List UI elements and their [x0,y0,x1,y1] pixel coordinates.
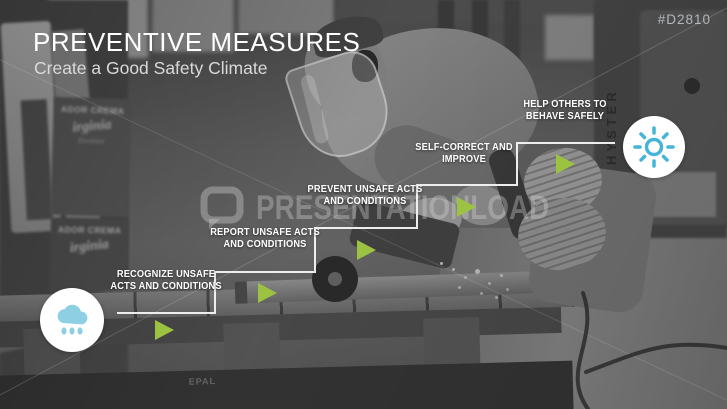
step-label-report: REPORT UNSAFE ACTS AND CONDITIONS [190,226,340,250]
sun-icon [633,126,675,168]
step-label-line: AND CONDITIONS [223,237,307,250]
step-label-line: IMPROVE [442,152,486,165]
step-label-line: RECOGNIZE UNSAFE [116,268,216,280]
step-label-prevent: PREVENT UNSAFE ACTS AND CONDITIONS [290,183,440,207]
step-label-line: AND CONDITIONS [323,194,407,207]
step-label-line: PREVENT UNSAFE ACTS [307,183,423,195]
step-label-line: SELF-CORRECT AND [415,141,513,153]
step-label-line: HELP OTHERS TO [523,98,607,110]
step-label-help-others: HELP OTHERS TO BEHAVE SAFELY [490,98,640,122]
slide-subtitle: Create a Good Safety Climate [34,58,268,78]
step-label-recognize: RECOGNIZE UNSAFE ACTS AND CONDITIONS [91,268,241,292]
bg-box-shape [152,0,234,52]
step-label-self-correct: SELF-CORRECT AND IMPROVE [389,141,539,165]
slide-id-tag: #D2810 [657,12,711,27]
start-badge [40,288,104,352]
end-badge [623,116,685,178]
bg-box-shape [545,15,595,60]
bg-box-shape [238,0,334,34]
step-label-line: REPORT UNSAFE ACTS [210,226,320,238]
slide-title: PREVENTIVE MEASURES [33,27,361,57]
step-label-line: ACTS AND CONDITIONS [110,279,222,292]
forklift-panel-hole [684,78,700,94]
step-label-line: BEHAVE SAFELY [525,109,605,122]
rain-cloud-icon [57,304,88,335]
